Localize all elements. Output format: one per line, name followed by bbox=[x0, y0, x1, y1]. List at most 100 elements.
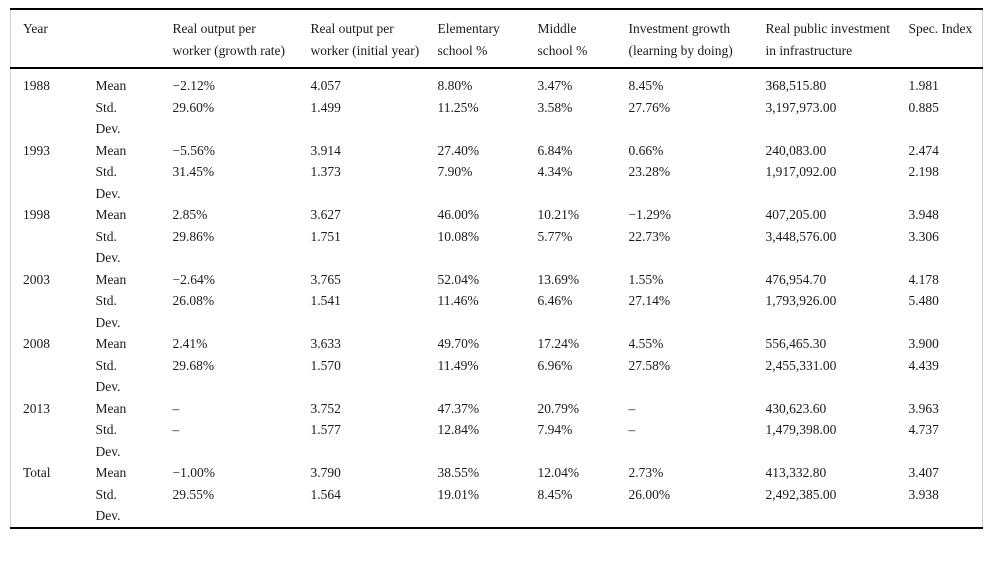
row-std-dev-continuation: Dev. bbox=[11, 376, 983, 398]
year-cell bbox=[11, 183, 84, 205]
year-cell: 2013 bbox=[23, 400, 50, 416]
value-cell bbox=[526, 376, 617, 398]
value-cell bbox=[526, 441, 617, 463]
value-cell: 8.80% bbox=[437, 78, 473, 93]
value-cell bbox=[897, 441, 983, 463]
col-header-public-investment: Real public investment in infrastructure bbox=[753, 9, 897, 69]
value-cell: 4.55% bbox=[628, 336, 664, 351]
stat-label-cell: Mean bbox=[95, 78, 127, 93]
value-cell: 12.04% bbox=[537, 465, 580, 480]
value-cell: 10.21% bbox=[537, 207, 580, 222]
value-cell bbox=[754, 118, 897, 140]
value-cell bbox=[617, 118, 754, 140]
value-cell: 2.85% bbox=[172, 207, 208, 222]
row-std: Std. 26.08% 1.541 11.46% 6.46% 27.14% 1,793,92… bbox=[11, 290, 983, 312]
value-cell: 6.96% bbox=[537, 357, 573, 373]
value-cell: 2.73% bbox=[628, 465, 664, 480]
value-cell: 4.178 bbox=[908, 271, 939, 287]
value-cell bbox=[161, 376, 299, 398]
row-mean: 1993 Mean −5.56% 3.914 27.40% 6.84% 0.66% 240,0… bbox=[11, 140, 983, 162]
value-cell bbox=[526, 247, 617, 269]
row-mean: 1998 Mean 2.85% 3.627 46.00% 10.21% −1.29% 407,… bbox=[11, 204, 983, 226]
value-cell bbox=[617, 505, 754, 528]
year-cell bbox=[11, 290, 84, 312]
value-cell bbox=[526, 505, 617, 528]
value-cell: 1.577 bbox=[310, 422, 341, 437]
value-cell bbox=[426, 183, 526, 205]
value-cell: 1.499 bbox=[310, 99, 341, 115]
value-cell: 10.08% bbox=[437, 228, 480, 244]
value-cell: 20.79% bbox=[537, 400, 580, 416]
stat-label-cell: Dev. bbox=[95, 250, 121, 265]
stat-label-cell: Std. bbox=[95, 228, 117, 244]
value-cell: 23.28% bbox=[628, 164, 671, 179]
row-mean: 2003 Mean −2.64% 3.765 52.04% 13.69% 1.55% 476,… bbox=[11, 269, 983, 291]
row-std-dev-continuation: Dev. bbox=[11, 505, 983, 528]
value-cell: 46.00% bbox=[437, 207, 480, 222]
value-cell bbox=[426, 118, 526, 140]
value-cell: – bbox=[172, 422, 180, 437]
stat-label-cell: Dev. bbox=[95, 121, 121, 136]
value-cell bbox=[299, 441, 426, 463]
value-cell: 38.55% bbox=[437, 465, 480, 480]
col-header-elementary-school: Elementary school % bbox=[425, 9, 526, 69]
value-cell bbox=[161, 247, 299, 269]
header-row: Year Real output per worker (growth rate… bbox=[10, 9, 983, 69]
row-std: Std. 29.86% 1.751 10.08% 5.77% 22.73% 3,448,57… bbox=[11, 226, 983, 248]
value-cell: 1,793,926.00 bbox=[765, 293, 837, 308]
value-cell: 2.198 bbox=[908, 164, 939, 179]
value-cell bbox=[526, 118, 617, 140]
row-std: Std. 31.45% 1.373 7.90% 4.34% 23.28% 1,917,092… bbox=[11, 161, 983, 183]
row-std-dev-continuation: Dev. bbox=[11, 441, 983, 463]
value-cell: 3.900 bbox=[908, 336, 939, 351]
value-cell bbox=[754, 183, 897, 205]
value-cell bbox=[754, 376, 897, 398]
value-cell: 1.751 bbox=[310, 228, 341, 244]
stat-label-cell: Std. bbox=[95, 422, 117, 437]
stat-label-cell: Std. bbox=[95, 99, 117, 115]
value-cell bbox=[897, 118, 983, 140]
value-cell bbox=[617, 441, 754, 463]
value-cell: 0.885 bbox=[908, 99, 939, 115]
stat-label-cell: Std. bbox=[95, 293, 117, 308]
value-cell: 27.40% bbox=[437, 142, 480, 158]
value-cell: 29.68% bbox=[172, 357, 215, 373]
value-cell: 5.480 bbox=[908, 293, 939, 308]
value-cell: 1.564 bbox=[310, 486, 341, 502]
value-cell: 3.765 bbox=[310, 271, 341, 287]
stat-label-cell: Std. bbox=[95, 357, 117, 373]
value-cell: −1.00% bbox=[172, 465, 215, 480]
value-cell bbox=[897, 376, 983, 398]
value-cell bbox=[426, 441, 526, 463]
table-body: 1988 Mean −2.12% 4.057 8.80% 3.47% 8.45% 368,51… bbox=[11, 68, 983, 528]
stat-label-cell: Dev. bbox=[95, 443, 121, 459]
year-cell bbox=[11, 312, 84, 334]
value-cell: 2,455,331.00 bbox=[765, 357, 837, 373]
value-cell bbox=[897, 183, 983, 205]
value-cell: 29.60% bbox=[172, 99, 215, 115]
col-header-output-growth: Real output per worker (growth rate) bbox=[160, 9, 299, 69]
value-cell: 4.439 bbox=[908, 357, 939, 373]
value-cell: 6.46% bbox=[537, 293, 573, 308]
stat-label-cell: Mean bbox=[95, 271, 127, 287]
value-cell bbox=[299, 118, 426, 140]
value-cell: 3.306 bbox=[908, 228, 939, 244]
value-cell: 7.94% bbox=[537, 422, 573, 437]
value-cell: 430,623.60 bbox=[765, 400, 827, 416]
value-cell: – bbox=[628, 422, 636, 437]
col-header-spec-index: Spec. Index bbox=[896, 9, 983, 69]
value-cell: 17.24% bbox=[537, 336, 580, 351]
value-cell: 22.73% bbox=[628, 228, 671, 244]
year-cell: 2008 bbox=[23, 336, 50, 351]
paper-table-wrap: Year Real output per worker (growth rate… bbox=[10, 8, 983, 529]
value-cell: 240,083.00 bbox=[765, 142, 827, 158]
value-cell bbox=[617, 376, 754, 398]
year-cell bbox=[11, 376, 84, 398]
value-cell: 4.34% bbox=[537, 164, 573, 179]
value-cell bbox=[897, 312, 983, 334]
value-cell: 47.37% bbox=[437, 400, 480, 416]
row-std: Std. – 1.577 12.84% 7.94% – 1,479,398.00 4.737 bbox=[11, 419, 983, 441]
value-cell: 3.938 bbox=[908, 486, 939, 502]
year-cell bbox=[11, 355, 84, 377]
value-cell: −5.56% bbox=[172, 142, 215, 158]
